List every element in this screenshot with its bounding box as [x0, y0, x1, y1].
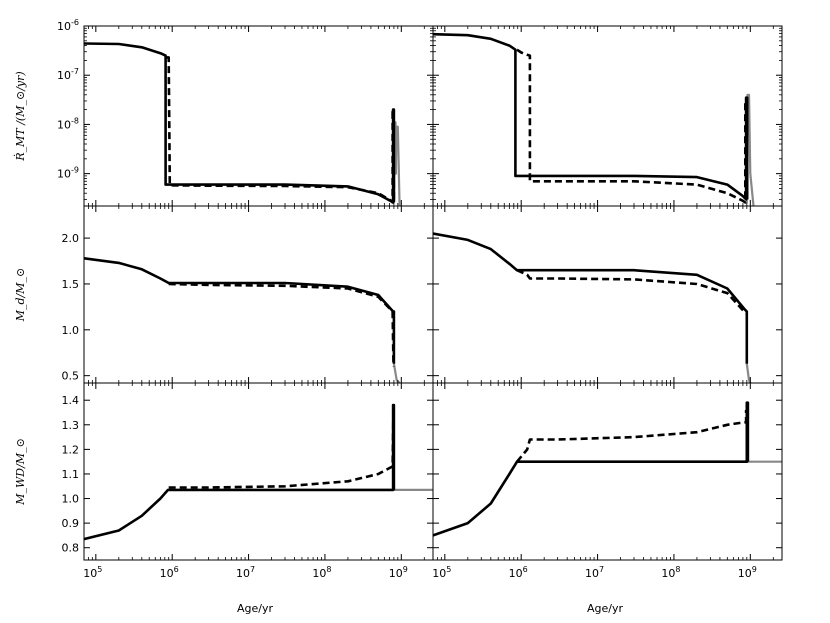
panel-frame-r2c1 — [432, 382, 783, 561]
x-tick-base: 10 — [160, 567, 174, 580]
x-tick-exp: 5 — [446, 565, 451, 574]
x-tick-exp: 7 — [250, 565, 255, 574]
y-tick-base: 10 — [57, 118, 71, 131]
y-tick-base: 1.5 — [62, 278, 80, 291]
series-line-dashed-r1c0 — [168, 282, 395, 367]
y-tick-base: 1.1 — [62, 468, 80, 481]
x-axis-label-left: Age/yr — [237, 602, 273, 615]
y-tick-label: 1.3 — [62, 419, 80, 432]
x-tick-label: 106 — [160, 565, 179, 580]
series-line-dashed-r0c1 — [516, 48, 747, 204]
series-line-dashed-r2c0 — [168, 405, 395, 489]
x-tick-base: 10 — [389, 567, 403, 580]
panel-frame-r1c0 — [83, 205, 434, 384]
x-tick-label: 108 — [312, 565, 331, 580]
y-tick-base: 10 — [57, 69, 71, 82]
y-tick-label: 10-6 — [57, 18, 79, 33]
x-tick-base: 10 — [509, 567, 523, 580]
y-axis-label-rmt: Ṙ_MT /(M_⊙/yr) — [13, 71, 27, 161]
y-tick-label: 0.9 — [62, 517, 80, 530]
x-tick-base: 10 — [432, 567, 446, 580]
y-tick-exp: -9 — [71, 166, 79, 175]
tick-labels: 105 106 107 108 109 105 106 107 108 10910-610-710… — [13, 18, 757, 580]
y-tick-base: 0.5 — [62, 370, 80, 383]
y-tick-exp: -6 — [71, 18, 79, 27]
series-line-gray-r1c0 — [392, 363, 401, 383]
tick-marks — [83, 25, 782, 560]
x-tick-base: 10 — [661, 567, 675, 580]
x-tick-label: 107 — [236, 565, 255, 580]
y-axis-label-md: M_d/M_⊙ — [14, 268, 27, 323]
x-tick-exp: 8 — [675, 565, 680, 574]
x-tick-exp: 9 — [752, 565, 757, 574]
x-tick-label: 109 — [389, 565, 408, 580]
y-tick-exp: -7 — [71, 67, 79, 76]
series-line-gray-r1c1 — [745, 363, 752, 383]
y-tick-base: 1.2 — [62, 443, 80, 456]
panel-frame-r1c1 — [432, 205, 783, 384]
series-line-solid-r1c1 — [433, 232, 749, 364]
y-tick-label: 1.4 — [62, 394, 80, 407]
y-tick-base: 2.0 — [62, 232, 80, 245]
y-tick-label: 2.0 — [62, 232, 80, 245]
y-tick-base: 10 — [57, 168, 71, 181]
x-tick-exp: 9 — [403, 565, 408, 574]
panel-frame-r0c0 — [83, 25, 434, 207]
y-tick-base: 1.3 — [62, 419, 80, 432]
panel-frames — [83, 25, 783, 561]
y-tick-exp: -8 — [71, 116, 79, 125]
series-line-solid-r2c0 — [84, 403, 396, 541]
y-tick-base: 10 — [57, 20, 71, 33]
series-line-solid-r2c1 — [433, 401, 750, 537]
y-tick-base: 1.0 — [62, 493, 80, 506]
x-tick-base: 10 — [236, 567, 250, 580]
y-tick-label: 0.8 — [62, 542, 80, 555]
y-tick-base: 1.4 — [62, 394, 80, 407]
x-axis-label-right: Age/yr — [587, 602, 623, 615]
series-line-dashed-r0c0 — [165, 56, 396, 204]
y-tick-label: 1.0 — [62, 493, 80, 506]
y-tick-label: 10-8 — [57, 116, 79, 131]
y-tick-label: 1.2 — [62, 443, 80, 456]
y-tick-label: 10-7 — [57, 67, 79, 82]
y-tick-base: 1.0 — [62, 324, 80, 337]
series-line-dashed-r1c1 — [516, 269, 747, 315]
x-tick-label: 109 — [738, 565, 757, 580]
x-tick-base: 10 — [312, 567, 326, 580]
series-line-dashed-r2c1 — [515, 410, 748, 463]
x-tick-exp: 8 — [326, 565, 331, 574]
x-tick-label: 105 — [432, 565, 451, 580]
x-tick-base: 10 — [83, 567, 97, 580]
x-tick-label: 108 — [661, 565, 680, 580]
x-tick-exp: 6 — [174, 565, 179, 574]
y-tick-label: 1.1 — [62, 468, 80, 481]
y-tick-base: 0.8 — [62, 542, 80, 555]
x-tick-exp: 7 — [599, 565, 604, 574]
y-tick-base: 0.9 — [62, 517, 80, 530]
series-line-solid-r0c0 — [84, 42, 396, 204]
x-tick-base: 10 — [738, 567, 752, 580]
x-tick-label: 105 — [83, 565, 102, 580]
y-axis-label-mwd: M_WD/M_⊙ — [14, 438, 27, 506]
series-lines — [84, 32, 782, 541]
y-tick-label: 10-9 — [57, 166, 79, 181]
x-tick-base: 10 — [585, 567, 599, 580]
y-tick-label: 1.5 — [62, 278, 80, 291]
panel-frame-r0c1 — [432, 25, 783, 207]
y-tick-label: 1.0 — [62, 324, 80, 337]
x-tick-label: 106 — [509, 565, 528, 580]
x-tick-exp: 6 — [523, 565, 528, 574]
series-line-solid-r1c0 — [84, 257, 396, 364]
series-line-solid-r0c1 — [433, 32, 749, 201]
x-tick-exp: 5 — [97, 565, 102, 574]
x-tick-label: 107 — [585, 565, 604, 580]
y-tick-label: 0.5 — [62, 370, 80, 383]
